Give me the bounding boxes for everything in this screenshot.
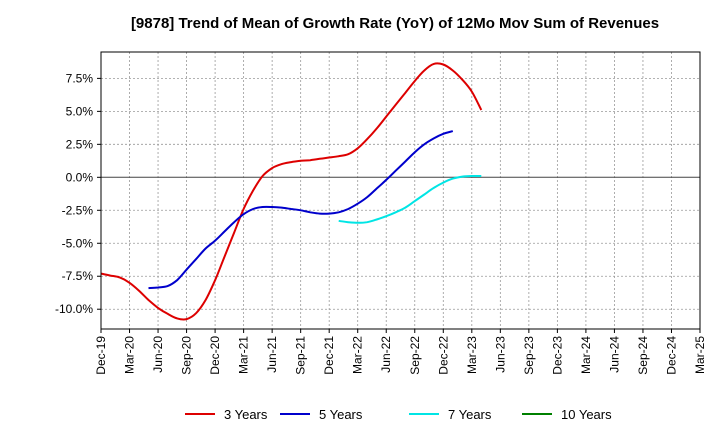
x-tick-label: Sep-21	[294, 336, 308, 375]
legend-label-10-years: 10 Years	[561, 407, 612, 422]
x-tick-label: Mar-22	[351, 336, 365, 374]
x-tick-label: Dec-20	[208, 336, 222, 375]
x-tick-label: Mar-24	[579, 336, 593, 374]
x-tick-label: Jun-22	[379, 336, 393, 373]
y-tick-label: 2.5%	[66, 137, 94, 151]
chart-title: [9878] Trend of Mean of Growth Rate (YoY…	[131, 15, 659, 32]
y-tick-label: 0.0%	[66, 170, 94, 184]
x-tick-label: Sep-20	[180, 336, 194, 375]
x-tick-label: Jun-24	[607, 336, 621, 373]
legend: 3 Years 5 Years 7 Years 10 Years	[185, 407, 612, 422]
series-line-5-years	[148, 130, 454, 290]
plot-frame	[100, 51, 701, 330]
legend-label-5-years: 5 Years	[319, 407, 363, 422]
x-tick-label: Jun-23	[493, 336, 507, 373]
legend-label-7-years: 7 Years	[448, 407, 492, 422]
x-tick-label: Sep-24	[636, 336, 650, 375]
x-tick-label: Mar-21	[237, 336, 251, 374]
x-tick-label: Dec-23	[550, 336, 564, 375]
x-tick-label: Jun-20	[151, 336, 165, 373]
x-tick-label: Sep-23	[522, 336, 536, 375]
y-tick-label: -7.5%	[62, 269, 94, 283]
y-tick-label: -2.5%	[62, 203, 94, 217]
x-tick-label: Dec-21	[322, 336, 336, 375]
series-lines	[100, 62, 483, 321]
y-tick-label: 5.0%	[66, 104, 94, 118]
y-tick-label: 7.5%	[66, 71, 94, 85]
x-axis: Dec-19 Mar-20 Jun-20 Sep-20 Dec-20 Mar-21 Jun-…	[94, 329, 707, 375]
y-tick-label: -10.0%	[55, 302, 93, 316]
x-tick-label: Jun-21	[265, 336, 279, 373]
x-tick-label: Dec-19	[94, 336, 108, 375]
legend-label-3-years: 3 Years	[224, 407, 268, 422]
series-line-3-years	[100, 62, 483, 321]
y-axis: 7.5% 5.0% 2.5% 0.0% -2.5% -5.0% -7.5% -10.0%	[55, 71, 101, 316]
x-tick-label: Mar-20	[123, 336, 137, 374]
series-line-7-years	[338, 174, 482, 224]
x-tick-label: Mar-23	[465, 336, 479, 374]
x-tick-label: Mar-25	[693, 336, 707, 374]
y-tick-label: -5.0%	[62, 236, 94, 250]
x-tick-label: Dec-24	[664, 336, 678, 375]
x-tick-label: Dec-22	[436, 336, 450, 375]
x-tick-label: Sep-22	[408, 336, 422, 375]
grid	[101, 52, 700, 329]
